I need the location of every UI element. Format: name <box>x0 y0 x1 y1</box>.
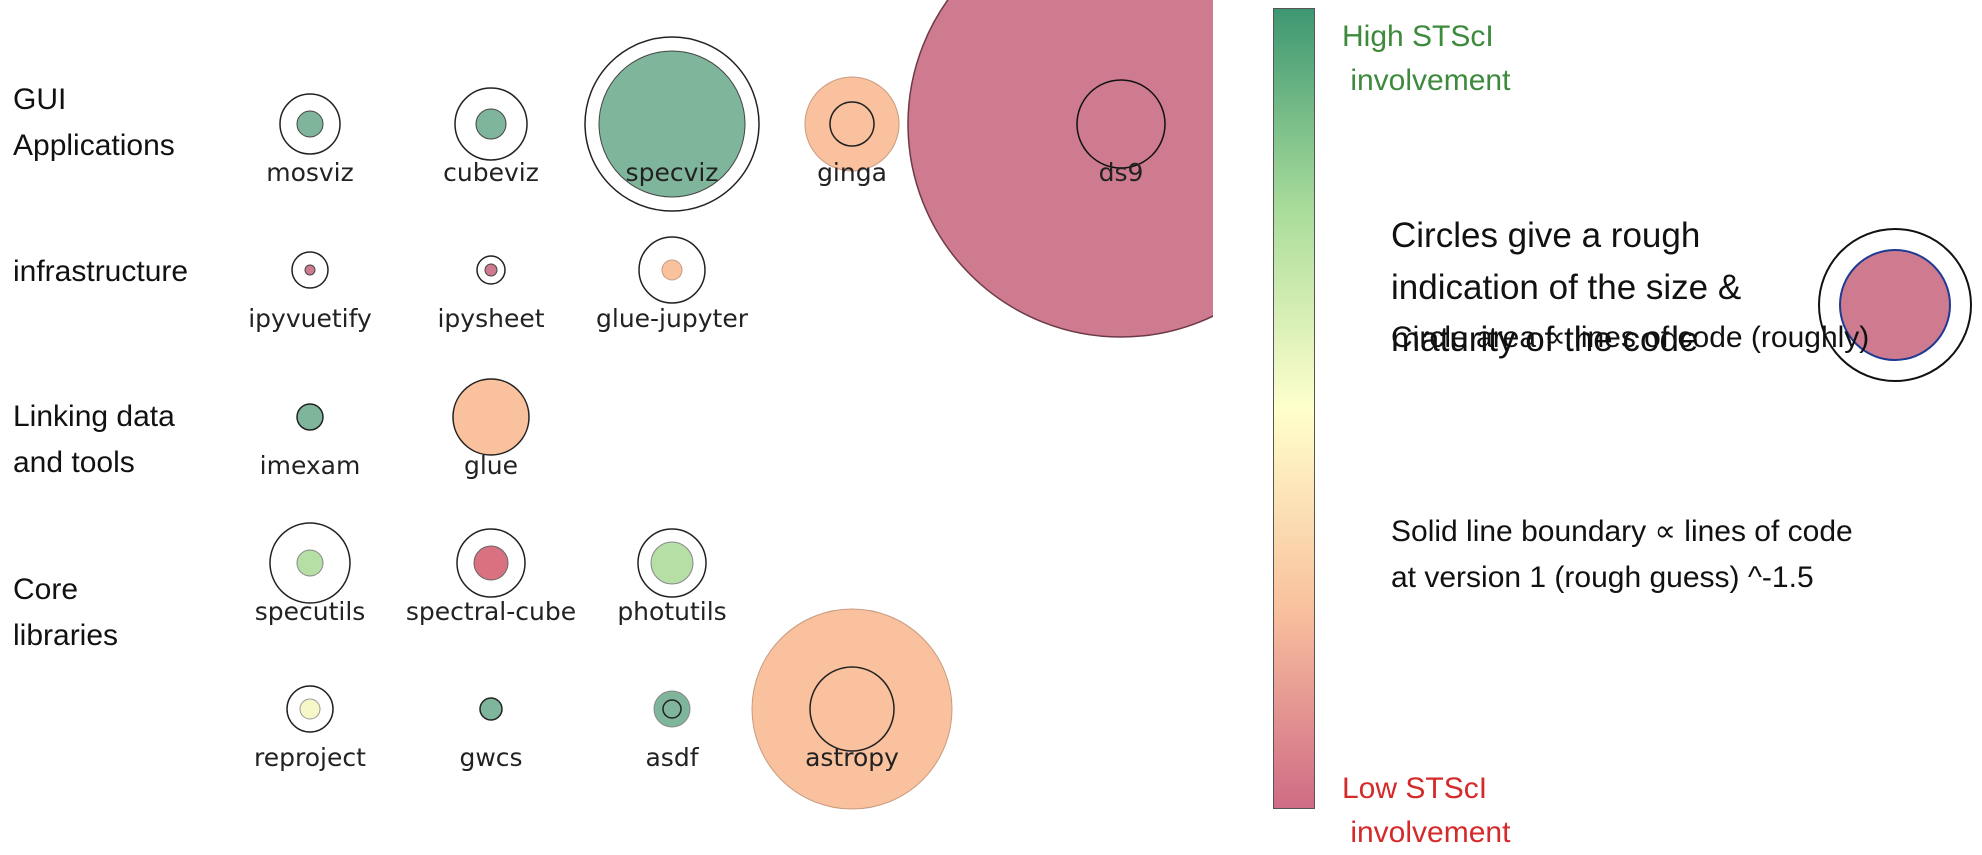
package-ipyvuetify: ipyvuetify <box>248 251 372 333</box>
cubeviz-size-circle <box>475 108 507 140</box>
spectral-cube-label: spectral-cube <box>406 597 576 626</box>
row-label-linking-line1: Linking data <box>13 400 175 433</box>
row-label-gui: GUI Applications <box>13 77 243 169</box>
asdf-version1-circle <box>662 699 682 719</box>
package-glue: glue <box>452 378 530 480</box>
row-label-infrastructure-line1: infrastructure <box>13 255 189 288</box>
row-label-core-line1: Core <box>13 573 79 606</box>
ipyvuetify-size-circle <box>304 264 316 276</box>
legend-description-line3: maturity of the code <box>1391 320 1699 359</box>
specutils-label: specutils <box>255 597 366 626</box>
colorbar-high-label: High STScI involvement <box>1342 15 1510 103</box>
package-asdf: asdf <box>645 690 700 772</box>
package-specviz: specviz <box>584 36 760 212</box>
colorbar-low-label: Low STScI involvement <box>1342 767 1510 855</box>
asdf-label: asdf <box>645 743 699 772</box>
ipysheet-size-circle <box>484 263 498 277</box>
legend-description: Circles give a rough indication of the s… <box>1391 210 1831 366</box>
legend-example-circle <box>1818 228 1972 382</box>
reproject-label: reproject <box>254 743 366 772</box>
ginga-label: ginga <box>817 158 887 187</box>
legend-area-note: Circle area ∝ lines of code (roughly) <box>1391 321 1870 354</box>
package-specutils: specutils <box>255 522 366 626</box>
ginga-size-circle <box>804 76 900 172</box>
imexam-label: imexam <box>260 451 361 480</box>
package-astropy: astropy <box>751 608 953 810</box>
gwcs-size-circle <box>479 697 503 721</box>
legend-description-line1: Circles give a rough <box>1391 216 1701 255</box>
gwcs-label: gwcs <box>459 743 522 772</box>
row-label-infrastructure: infrastructure <box>13 249 243 295</box>
ds9-version1-circle <box>1076 79 1166 169</box>
package-gwcs: gwcs <box>459 697 523 772</box>
asdf-size-circle <box>653 690 691 728</box>
ipysheet-label: ipysheet <box>437 304 544 333</box>
row-label-gui-line2: Applications <box>13 129 175 162</box>
row-label-gui-line1: GUI <box>13 83 67 116</box>
row-label-core-line2: libraries <box>13 619 119 652</box>
colorbar-high-label-line1: High STScI <box>1342 20 1494 53</box>
photutils-size-circle <box>650 541 694 585</box>
row-label-linking: Linking data and tools <box>13 394 243 486</box>
legend-description-line2: indication of the size & <box>1391 268 1742 307</box>
row-label-core: Core libraries <box>13 567 243 659</box>
legend-boundary-note: Solid line boundary ∝ lines of code at v… <box>1391 509 1853 601</box>
package-ipysheet: ipysheet <box>437 255 545 333</box>
involvement-colorbar <box>1273 8 1315 809</box>
package-reproject: reproject <box>254 685 366 772</box>
specviz-label: specviz <box>626 158 719 187</box>
package-photutils: photutils <box>617 528 727 626</box>
ds9-label: ds9 <box>1099 158 1144 187</box>
reproject-size-circle <box>299 698 321 720</box>
astropy-label: astropy <box>805 743 899 772</box>
package-ginga: ginga <box>804 76 900 187</box>
photutils-label: photutils <box>617 597 726 626</box>
package-imexam: imexam <box>260 403 361 480</box>
mosviz-label: mosviz <box>266 158 354 187</box>
colorbar-low-label-line2: involvement <box>1342 816 1511 849</box>
legend-boundary-note-line2: at version 1 (rough guess) ^-1.5 <box>1391 561 1814 594</box>
spectral-cube-size-circle <box>473 545 509 581</box>
row-label-linking-line2: and tools <box>13 446 135 479</box>
glue-jupyter-label: glue-jupyter <box>596 304 749 333</box>
ipyvuetify-label: ipyvuetify <box>248 304 372 333</box>
glue-size-circle <box>452 378 530 456</box>
ginga-version1-circle <box>829 101 875 147</box>
legend-boundary-note-line1: Solid line boundary ∝ lines of code <box>1391 515 1853 548</box>
imexam-size-circle <box>296 403 324 431</box>
package-mosviz: mosviz <box>266 93 354 187</box>
astropy-version1-circle <box>809 666 895 752</box>
specviz-size-circle <box>598 50 746 198</box>
package-spectral-cube: spectral-cube <box>406 528 576 626</box>
legend-example-inner-circle <box>1839 249 1951 361</box>
ds9-size-circle <box>907 0 1213 338</box>
cubeviz-label: cubeviz <box>443 158 539 187</box>
colorbar-high-label-line2: involvement <box>1342 64 1511 97</box>
specutils-size-circle <box>296 549 324 577</box>
package-cubeviz: cubeviz <box>443 87 539 187</box>
colorbar-low-label-line1: Low STScI <box>1342 772 1488 805</box>
glue-jupyter-size-circle <box>661 259 683 281</box>
astropy-size-circle <box>751 608 953 810</box>
package-glue-jupyter: glue-jupyter <box>596 236 749 333</box>
glue-label: glue <box>464 451 518 480</box>
mosviz-size-circle <box>296 110 324 138</box>
package-ds9: ds9 <box>907 0 1213 338</box>
